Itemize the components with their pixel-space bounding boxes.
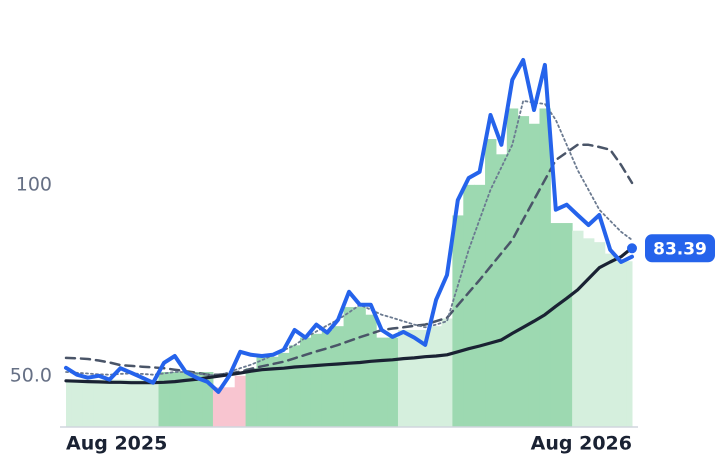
shade-bar — [223, 387, 236, 427]
shade-bar — [114, 379, 127, 427]
shade-bar — [376, 337, 388, 427]
shade-bar — [408, 329, 421, 427]
shade-bar — [71, 379, 83, 427]
shade-bar — [289, 345, 301, 427]
last-price-dot — [627, 243, 637, 254]
x-tick-label: Aug 2026 — [531, 433, 632, 455]
shade-bar — [474, 184, 486, 427]
shade-bar — [256, 356, 268, 427]
shade-bar — [212, 387, 225, 427]
shade-bar — [354, 307, 366, 427]
x-tick-label: Aug 2025 — [66, 433, 167, 455]
shade-bar — [485, 139, 497, 427]
shade-bar — [615, 261, 628, 427]
series-line — [64, 246, 634, 385]
series-line — [64, 58, 634, 394]
shade-bar — [180, 372, 192, 427]
shade-bar — [561, 223, 573, 427]
shade-bar — [604, 253, 617, 427]
shade-bar — [441, 318, 453, 427]
shade-bar — [550, 223, 562, 427]
shade-bar — [593, 242, 606, 427]
shade-bar — [452, 215, 464, 427]
shade-bar — [66, 379, 72, 427]
shade-bar — [365, 314, 377, 427]
shade-bar — [572, 230, 584, 427]
shade-bar — [626, 261, 633, 427]
shade-bar — [506, 108, 519, 428]
y-tick-label: 100 — [16, 173, 52, 195]
shade-bar — [539, 108, 551, 428]
shade-bar — [147, 379, 160, 427]
shade-bar — [387, 337, 399, 427]
shade-bar — [82, 379, 94, 427]
shade-bar — [583, 238, 595, 427]
shade-bar — [332, 326, 345, 427]
shade-bar — [125, 379, 138, 427]
shade-bar — [528, 123, 540, 427]
shade-bar — [430, 326, 443, 427]
shade-bar — [245, 368, 257, 427]
shade-bar — [104, 379, 116, 427]
shade-bar — [517, 116, 530, 428]
shade-bar — [191, 372, 203, 427]
shade-bar — [158, 372, 170, 427]
shade-bar — [397, 329, 410, 427]
shade-bar — [343, 307, 355, 427]
shade-bar — [321, 329, 334, 427]
shade-bar — [300, 337, 312, 427]
shade-bar — [495, 154, 508, 427]
shade-bar — [278, 352, 290, 427]
shade-bar — [419, 329, 432, 427]
last-price-badge — [645, 234, 715, 263]
shade-bar — [234, 375, 247, 427]
y-tick-label: 50.0 — [10, 364, 52, 386]
shade-bar — [267, 356, 279, 427]
shade-bar — [310, 333, 323, 427]
shade-bar — [169, 372, 181, 427]
shade-bar — [202, 372, 214, 427]
shade-bar — [93, 379, 105, 427]
shade-bar — [136, 379, 149, 427]
shade-bar — [463, 184, 475, 427]
last-price-label: 83.39 — [653, 239, 707, 259]
